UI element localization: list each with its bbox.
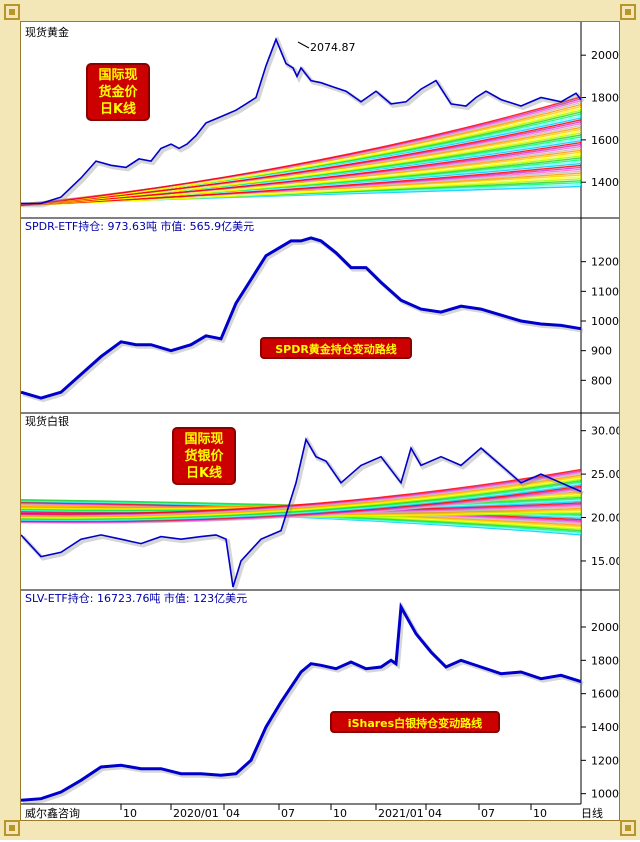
moving-average-line — [20, 130, 582, 207]
x-tick-label: 10 — [533, 807, 547, 820]
silver-badge-line-3: 日K线 — [186, 465, 222, 481]
spdr-chart: 800 900 1000 1100 1200 — [20, 236, 619, 403]
gold-badge-line-3: 日K线 — [100, 101, 136, 117]
series-shadow — [21, 436, 584, 590]
gold-series-line — [21, 37, 582, 205]
time-axis-footer: 威尔鑫咨询 日线 10 2020/01 04 07 10 2021/01 04 07 10 — [21, 803, 603, 820]
slv-badge-text: iShares白银持仓变动路线 — [348, 716, 482, 730]
gold-badge-line-2: 货金价 — [98, 84, 138, 100]
y-tick-label: 1200 — [591, 256, 619, 269]
y-tick-label: 25.00 — [591, 468, 619, 481]
moving-average-line — [20, 119, 582, 207]
y-tick-label: 1000 — [591, 315, 619, 328]
chart-container: 1400 1600 1800 2000 800 900 1000 1100 1200 15.00 2… — [20, 21, 626, 821]
silver-panel-label: 现货白银 — [25, 414, 69, 428]
silver-badge: 国际现 货银价 日K线 — [172, 427, 236, 485]
gold-badge-line-1: 国际现 — [98, 68, 137, 83]
x-tick-label: 04 — [428, 807, 442, 820]
corner-ornament-icon — [2, 818, 22, 838]
corner-ornament-icon — [2, 2, 22, 22]
moving-average-line — [20, 141, 582, 207]
y-tick-label: 1100 — [591, 285, 619, 298]
spdr-badge: SPDR黄金持仓变动路线 — [260, 337, 412, 359]
x-tick-label: 2021/01 — [378, 807, 424, 820]
moving-average-line — [20, 468, 582, 515]
corner-ornament-icon — [618, 818, 638, 838]
y-tick-label: 15.00 — [591, 555, 619, 568]
series-shadow — [22, 602, 584, 805]
y-tick-label: 1600 — [591, 134, 619, 147]
silver-chart: 15.00 20.00 25.00 30.00 — [20, 425, 623, 590]
moving-average-line — [20, 164, 582, 207]
slv-badge: iShares白银持仓变动路线 — [330, 711, 500, 733]
y-tick-label: 1400 — [591, 176, 619, 189]
slv-panel-label: SLV-ETF持仓: 16723.76吨 市值: 123亿美元 — [25, 591, 247, 605]
moving-average-line — [20, 107, 582, 207]
slv-series-line — [20, 602, 582, 802]
silver-badge-line-2: 货银价 — [184, 448, 224, 464]
silver-badge-line-1: 国际现 — [184, 432, 223, 447]
gold-panel-label: 现货黄金 — [25, 25, 69, 39]
gold-peak-annotation: 2074.87 — [297, 41, 356, 54]
gold-moving-average-bands — [20, 96, 582, 207]
gold-badge: 国际现 货金价 日K线 — [86, 63, 150, 121]
x-tick-label: 10 — [123, 807, 137, 820]
silver-series-line — [20, 437, 582, 588]
y-tick-label: 20000 — [591, 621, 619, 634]
y-tick-label: 2000 — [591, 49, 619, 62]
y-tick-label: 14000 — [591, 721, 619, 734]
moving-average-line — [20, 96, 582, 207]
x-tick-label: 10 — [333, 807, 347, 820]
silver-moving-average-bands — [20, 468, 582, 536]
spdr-badge-text: SPDR黄金持仓变动路线 — [275, 342, 397, 356]
spdr-panel-label: SPDR-ETF持仓: 973.63吨 市值: 565.9亿美元 — [25, 219, 254, 233]
period-label: 日线 — [581, 806, 603, 820]
gold-peak-label: 2074.87 — [310, 41, 356, 54]
x-tick-label: 07 — [481, 807, 495, 820]
x-tick-label: 2020/01 — [173, 807, 219, 820]
gold-chart: 1400 1600 1800 2000 — [20, 35, 619, 208]
brand-label: 威尔鑫咨询 — [25, 806, 80, 820]
slv-chart: 10000 12000 14000 16000 18000 20000 — [20, 602, 626, 805]
spdr-series-line — [20, 236, 582, 400]
x-tick-label: 04 — [226, 807, 240, 820]
y-tick-label: 16000 — [591, 688, 619, 701]
y-tick-label: 10000 — [591, 788, 619, 801]
y-tick-label: 12000 — [591, 754, 619, 767]
charts-svg: 1400 1600 1800 2000 800 900 1000 1100 1200 15.00 2… — [20, 22, 626, 820]
x-tick-label: 07 — [281, 807, 295, 820]
y-tick-label: 20.00 — [591, 512, 619, 525]
corner-ornament-icon — [618, 2, 638, 22]
y-tick-label: 1800 — [591, 92, 619, 105]
y-tick-label: 900 — [591, 345, 612, 358]
series-shadow — [22, 237, 584, 403]
y-tick-label: 30.00 — [591, 425, 619, 438]
moving-average-line — [20, 153, 582, 207]
y-tick-label: 800 — [591, 374, 612, 387]
moving-average-line — [20, 176, 582, 207]
y-tick-label: 18000 — [591, 654, 619, 667]
